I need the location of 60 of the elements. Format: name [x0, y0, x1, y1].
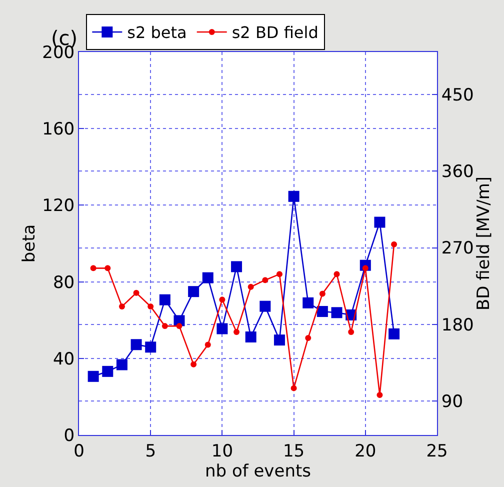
- point: [234, 329, 240, 336]
- point: [231, 261, 242, 272]
- point: [290, 385, 297, 392]
- point: [316, 306, 328, 317]
- point: [334, 271, 340, 278]
- y2-tick-label: 90: [441, 392, 464, 412]
- point: [133, 290, 140, 296]
- point: [391, 241, 398, 248]
- x-tick-label: 5: [145, 441, 156, 462]
- x-tick-label: 10: [211, 441, 234, 462]
- point: [276, 271, 282, 278]
- point: [388, 328, 400, 340]
- y-tick-label: 80: [52, 272, 75, 293]
- y-tick-label: 160: [42, 120, 75, 140]
- y2-tick-label: 360: [441, 162, 474, 182]
- point: [260, 300, 271, 312]
- point: [262, 277, 268, 284]
- y2-tick-label: 450: [441, 86, 474, 106]
- y-tick-label: 0: [64, 426, 75, 446]
- x-axis-title: nb of events: [204, 461, 312, 482]
- y2-axis-title: BD field [MV/m]: [474, 176, 494, 311]
- x-tick-label: 15: [282, 441, 305, 462]
- point: [148, 303, 154, 310]
- point: [248, 284, 254, 290]
- point: [216, 323, 228, 334]
- point: [88, 370, 99, 382]
- x-tick-label: 20: [354, 441, 376, 462]
- y-axis-title: beta: [20, 224, 40, 263]
- point: [288, 190, 300, 202]
- point: [376, 392, 383, 398]
- point: [176, 323, 182, 330]
- point: [130, 339, 142, 350]
- point: [116, 359, 128, 370]
- point: [90, 265, 96, 272]
- point: [302, 297, 314, 308]
- point: [159, 294, 170, 306]
- point: [188, 286, 200, 298]
- point: [245, 331, 256, 342]
- point: [219, 296, 226, 303]
- point: [348, 329, 354, 336]
- point: [202, 272, 214, 284]
- point: [104, 265, 111, 272]
- point: [305, 334, 312, 341]
- point: [162, 323, 168, 330]
- y-tick-label: 40: [52, 349, 75, 370]
- point: [331, 307, 342, 318]
- point: [374, 216, 386, 228]
- point: [319, 290, 326, 297]
- point: [274, 334, 285, 346]
- point: [145, 342, 156, 353]
- x-tick-label: 25: [426, 441, 448, 462]
- point: [102, 366, 114, 377]
- legend-label: s2 BD field: [232, 23, 318, 42]
- y2-tick-label: 180: [441, 315, 474, 336]
- y-tick-label: 120: [42, 196, 75, 216]
- legend-label: s2 beta: [127, 23, 187, 42]
- point: [190, 361, 197, 368]
- point: [118, 303, 125, 310]
- y2-tick-label: 270: [441, 238, 474, 259]
- point: [204, 342, 211, 348]
